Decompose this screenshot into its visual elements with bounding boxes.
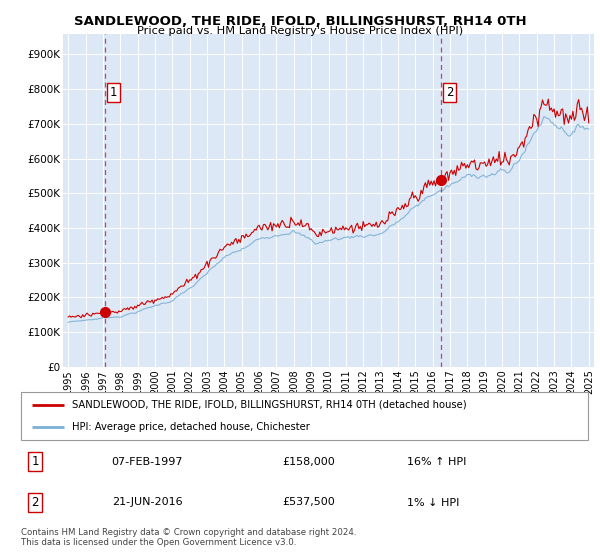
Text: 21-JUN-2016: 21-JUN-2016 [112,497,182,507]
Text: 07-FEB-1997: 07-FEB-1997 [112,457,183,467]
Text: 2: 2 [446,86,453,99]
Text: HPI: Average price, detached house, Chichester: HPI: Average price, detached house, Chic… [72,422,310,432]
Text: 2: 2 [31,496,39,509]
Text: £537,500: £537,500 [282,497,335,507]
Text: 1% ↓ HPI: 1% ↓ HPI [407,497,459,507]
Text: 1: 1 [110,86,117,99]
Text: SANDLEWOOD, THE RIDE, IFOLD, BILLINGSHURST, RH14 0TH: SANDLEWOOD, THE RIDE, IFOLD, BILLINGSHUR… [74,15,526,28]
Text: 1: 1 [31,455,39,468]
Text: Price paid vs. HM Land Registry's House Price Index (HPI): Price paid vs. HM Land Registry's House … [137,26,463,36]
Text: Contains HM Land Registry data © Crown copyright and database right 2024.
This d: Contains HM Land Registry data © Crown c… [21,528,356,547]
Text: £158,000: £158,000 [282,457,335,467]
Text: 16% ↑ HPI: 16% ↑ HPI [407,457,466,467]
Text: SANDLEWOOD, THE RIDE, IFOLD, BILLINGSHURST, RH14 0TH (detached house): SANDLEWOOD, THE RIDE, IFOLD, BILLINGSHUR… [72,400,467,410]
